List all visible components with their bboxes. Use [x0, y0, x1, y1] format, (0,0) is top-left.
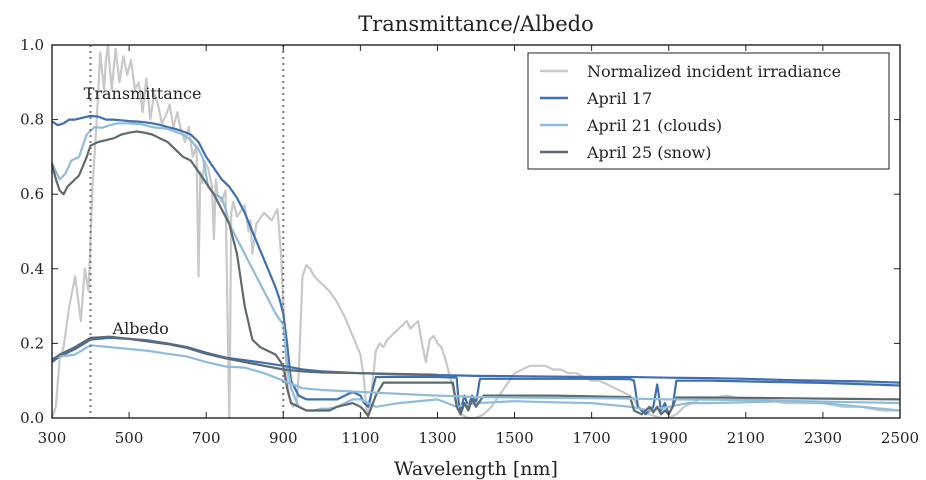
series-line-april-25-snow-3 — [50, 130, 901, 418]
x-axis-label: Wavelength [nm] — [394, 458, 558, 480]
x-tick-label: 1700 — [573, 429, 611, 447]
plot-frame — [51, 44, 901, 419]
y-tick-label: 1.0 — [20, 36, 44, 54]
x-tick-label: 500 — [115, 429, 144, 447]
legend-label-april21: April 21 (clouds) — [586, 116, 722, 135]
legend-box — [527, 52, 890, 170]
x-tick-label: 900 — [269, 429, 298, 447]
vline-layer — [89, 45, 285, 418]
series-line-april-17-4 — [51, 336, 901, 384]
x-tick-label: 2500 — [881, 429, 919, 447]
y-tick-label: 0.6 — [20, 185, 44, 203]
series-line-normalized-incident-irradiance-0 — [50, 43, 900, 420]
y-tick-label: 0.2 — [20, 334, 44, 352]
legend: Normalized incident irradiance April 17 … — [527, 52, 890, 170]
legend-label-april25: April 25 (snow) — [586, 143, 712, 162]
tick-layer: 300 500 700 900 1100 1300 1500 1700 1900 2100 2300… — [20, 36, 919, 447]
chart-title: Transmittance/Albedo — [358, 12, 594, 36]
y-tick-label: 0.0 — [20, 409, 44, 427]
x-tick-label: 1100 — [341, 429, 379, 447]
x-tick-label: 300 — [38, 429, 67, 447]
annotation-albedo: Albedo — [112, 319, 169, 338]
series-layer — [50, 43, 901, 420]
x-tick-label: 1500 — [495, 429, 533, 447]
annotation-transmittance: Transmittance — [84, 84, 202, 103]
legend-label-april17: April 17 — [586, 89, 652, 108]
x-tick-label: 1900 — [650, 429, 688, 447]
series-line-april-25-snow-6 — [51, 335, 438, 376]
x-tick-label: 700 — [192, 429, 221, 447]
x-tick-label: 2300 — [804, 429, 842, 447]
y-tick-label: 0.8 — [20, 111, 44, 129]
series-line-april-21-clouds-5 — [51, 344, 901, 405]
x-tick-label: 1300 — [418, 429, 456, 447]
x-tick-label: 2100 — [727, 429, 765, 447]
series-line-april-21-clouds-2 — [50, 122, 901, 412]
legend-label-irradiance: Normalized incident irradiance — [587, 62, 841, 81]
y-tick-label: 0.4 — [20, 260, 44, 278]
